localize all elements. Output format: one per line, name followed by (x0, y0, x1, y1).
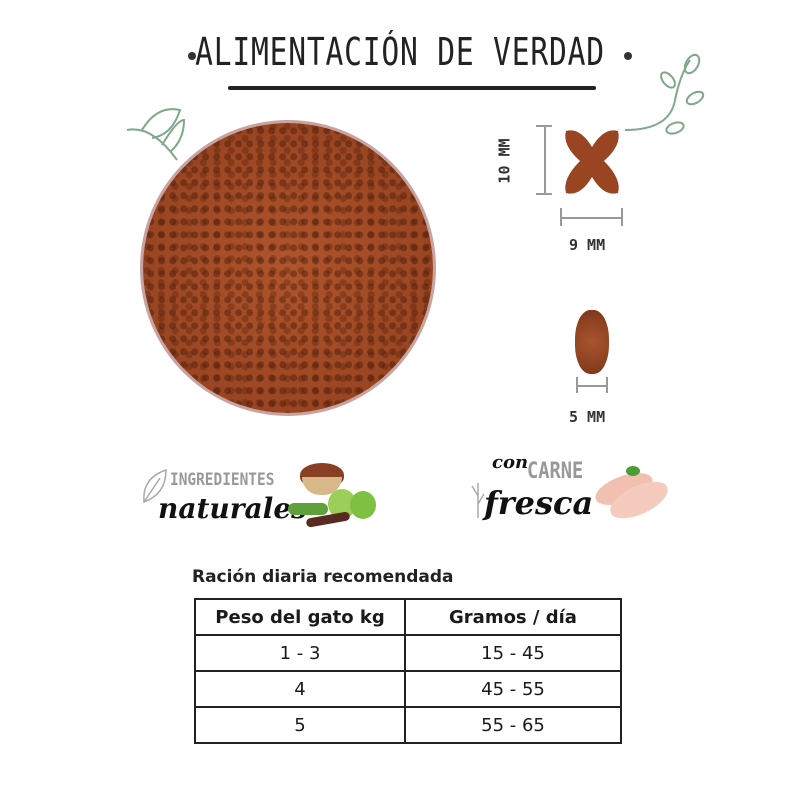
weight-cell: 4 (194, 670, 406, 708)
badge-ingredientes-label: INGREDIENTES (170, 470, 275, 490)
ration-table: Peso del gato kg Gramos / día 1 - 3 15 -… (194, 598, 622, 744)
width-dimension-line (560, 217, 622, 219)
dimension-tick (621, 208, 623, 226)
weight-cell: 5 (194, 706, 406, 744)
height-dimension-line (544, 125, 546, 195)
natural-ingredients-image (288, 463, 380, 533)
title-underline (228, 86, 596, 90)
page-title: ALIMENTACIÓN DE VERDAD (195, 30, 605, 74)
title-bullet-right (624, 52, 632, 60)
grams-cell: 55 - 65 (404, 706, 622, 744)
table-row: 1 - 3 15 - 45 (194, 634, 622, 672)
kibble-bowl-image (143, 123, 433, 413)
badge-naturales-label: naturales (158, 492, 307, 525)
weight-cell: 1 - 3 (194, 634, 406, 672)
dimension-tick (576, 377, 578, 393)
dimension-tick (536, 193, 552, 195)
vine-icon (624, 53, 705, 135)
badge-carne-label: CARNE (527, 459, 584, 484)
chicken-breast-image (591, 462, 674, 526)
width-label: 9 MM (569, 236, 606, 254)
badge-fresca-label: fresca (484, 484, 594, 522)
dimension-tick (560, 208, 562, 226)
grams-cell: 45 - 55 (404, 670, 622, 708)
grams-cell: 15 - 45 (404, 634, 622, 672)
column-header-weight: Peso del gato kg (194, 598, 406, 636)
dimension-tick (606, 377, 608, 393)
table-header-row: Peso del gato kg Gramos / día (194, 598, 622, 636)
kibble-side-image (575, 310, 609, 374)
twig-icon (471, 483, 485, 518)
title-bullet-left (188, 52, 196, 60)
ration-title: Ración diaria recomendada (192, 567, 454, 587)
thickness-dimension-line (576, 385, 607, 387)
kibble-x-image (565, 130, 619, 194)
table-row: 5 55 - 65 (194, 706, 622, 744)
thickness-label: 5 MM (569, 408, 606, 426)
badge-con-label: con (492, 452, 529, 473)
dimension-tick (536, 125, 552, 127)
leaf-sprig-icon (126, 108, 186, 161)
leaf-outline-icon (143, 468, 167, 504)
table-row: 4 45 - 55 (194, 670, 622, 708)
height-label: 10 MM (495, 138, 514, 184)
column-header-grams: Gramos / día (404, 598, 622, 636)
